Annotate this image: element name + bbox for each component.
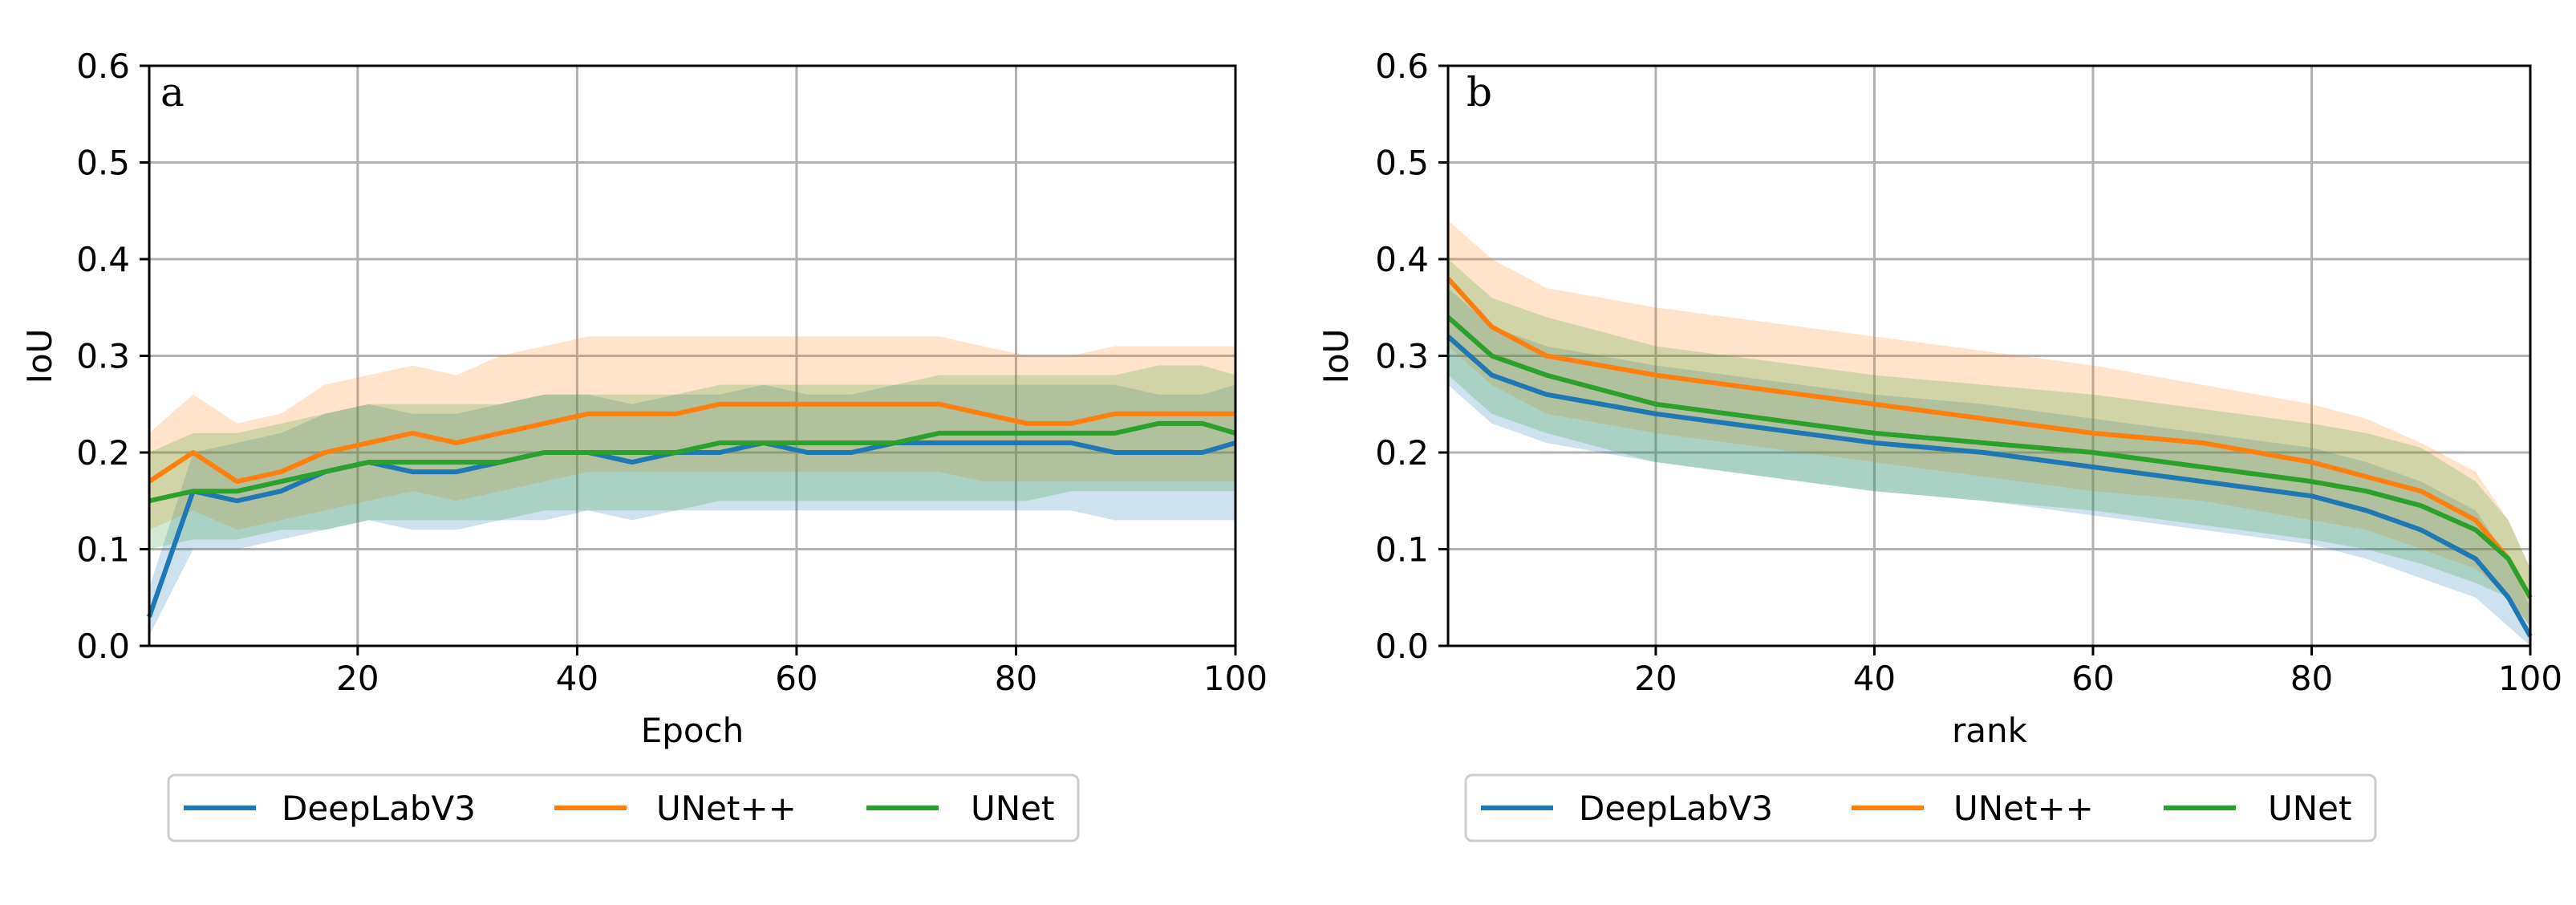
panel-a-line-unet xyxy=(148,420,1236,504)
panel-b-line-deeplabv3 xyxy=(1446,335,2533,638)
panel-a-frame xyxy=(148,64,1237,647)
panel-a-ytick-label-0.3: 0.3 xyxy=(76,337,130,376)
panel-b-legend-label-deeplabv3: DeepLabV3 xyxy=(1579,789,1773,828)
panel-b-legend-label-unetpp: UNet++ xyxy=(1953,789,2094,828)
panel-b-ytick-label-0.1: 0.1 xyxy=(1375,530,1429,570)
panel-a-ytick-label-0.0: 0.0 xyxy=(76,627,130,666)
panel-a-legend-label-unet: UNet xyxy=(971,789,1054,828)
panel-b-xlabel: rank xyxy=(1952,711,2028,750)
panel-a-xlabel: Epoch xyxy=(641,711,744,750)
panel-b-ytick-label-0.6: 0.6 xyxy=(1375,47,1429,86)
panel-b-lines xyxy=(1446,277,2533,638)
panel-a-ytick-label-0.1: 0.1 xyxy=(76,530,130,570)
panel-a-chart: 20 40 60 80 100 0.0 0.1 0.2 0.3 0.4 0.5 0.6 a Epoch… xyxy=(20,47,1268,750)
panel-a-lines xyxy=(147,401,1236,618)
panel-a-legend-label-deeplabv3: DeepLabV3 xyxy=(282,789,476,828)
panel-b-bands xyxy=(1448,220,2530,646)
panel-b-xtick-label-20: 20 xyxy=(1634,659,1677,698)
panel-b-xtick-label-40: 40 xyxy=(1853,659,1896,698)
panel-a-legend-label-unetpp: UNet++ xyxy=(656,789,797,828)
panel-a-ticks: 20 40 60 80 100 0.0 0.1 0.2 0.3 0.4 0.5 0.6 xyxy=(76,47,1268,698)
panel-a-line-unetpp xyxy=(148,401,1235,485)
panel-a-xtick-label-60: 60 xyxy=(775,659,817,698)
panel-b-label: b xyxy=(1466,69,1492,116)
panel-b-band-deeplabv3 xyxy=(1448,288,2530,646)
panel-b-frame xyxy=(1446,64,2532,647)
panel-a-ytick-label-0.2: 0.2 xyxy=(76,433,130,473)
panel-b-ytick-label-0.4: 0.4 xyxy=(1375,240,1429,279)
panel-a-xtick-label-80: 80 xyxy=(995,659,1037,698)
panel-b-ytick-label-0.3: 0.3 xyxy=(1375,337,1429,376)
panel-b-ytick-label-0.2: 0.2 xyxy=(1375,433,1429,473)
panel-a-band-unetpp xyxy=(149,336,1235,530)
panel-a-xtick-label-40: 40 xyxy=(556,659,598,698)
panel-a-legend: DeepLabV3 UNet++ UNet xyxy=(167,773,1080,842)
panel-b-line-unet xyxy=(1446,315,2533,599)
panel-a-xtick-label-20: 20 xyxy=(336,659,379,698)
panel-a-label: a xyxy=(160,69,185,116)
panel-a-xtick-label-100: 100 xyxy=(1203,659,1268,698)
panel-b-ylabel: IoU xyxy=(1316,329,1356,384)
panel-b-legend-label-unet: UNet xyxy=(2268,789,2351,828)
panel-b-xtick-label-80: 80 xyxy=(2290,659,2333,698)
panel-b-ytick-label-0.5: 0.5 xyxy=(1375,144,1429,183)
panel-b-xtick-label-100: 100 xyxy=(2498,659,2562,698)
panel-a-ytick-label-0.5: 0.5 xyxy=(76,144,130,183)
panel-a-ytick-label-0.4: 0.4 xyxy=(76,240,130,279)
panel-a-ylabel: IoU xyxy=(20,329,59,384)
panel-b-grid xyxy=(1448,66,2530,646)
panel-a-ytick-label-0.6: 0.6 xyxy=(76,47,130,86)
panel-b-ticks: 20 40 60 80 100 0.0 0.1 0.2 0.3 0.4 0.5 0.6 xyxy=(1375,47,2562,698)
panel-b-line-unetpp xyxy=(1446,277,2533,599)
panel-a-band-deeplabv3 xyxy=(149,384,1235,636)
panel-b-ytick-label-0.0: 0.0 xyxy=(1375,627,1429,666)
panel-a-bands xyxy=(149,336,1235,636)
panel-b-xtick-label-60: 60 xyxy=(2071,659,2114,698)
panel-b-band-unetpp xyxy=(1448,220,2530,627)
panel-b-legend: DeepLabV3 UNet++ UNet xyxy=(1464,773,2377,842)
